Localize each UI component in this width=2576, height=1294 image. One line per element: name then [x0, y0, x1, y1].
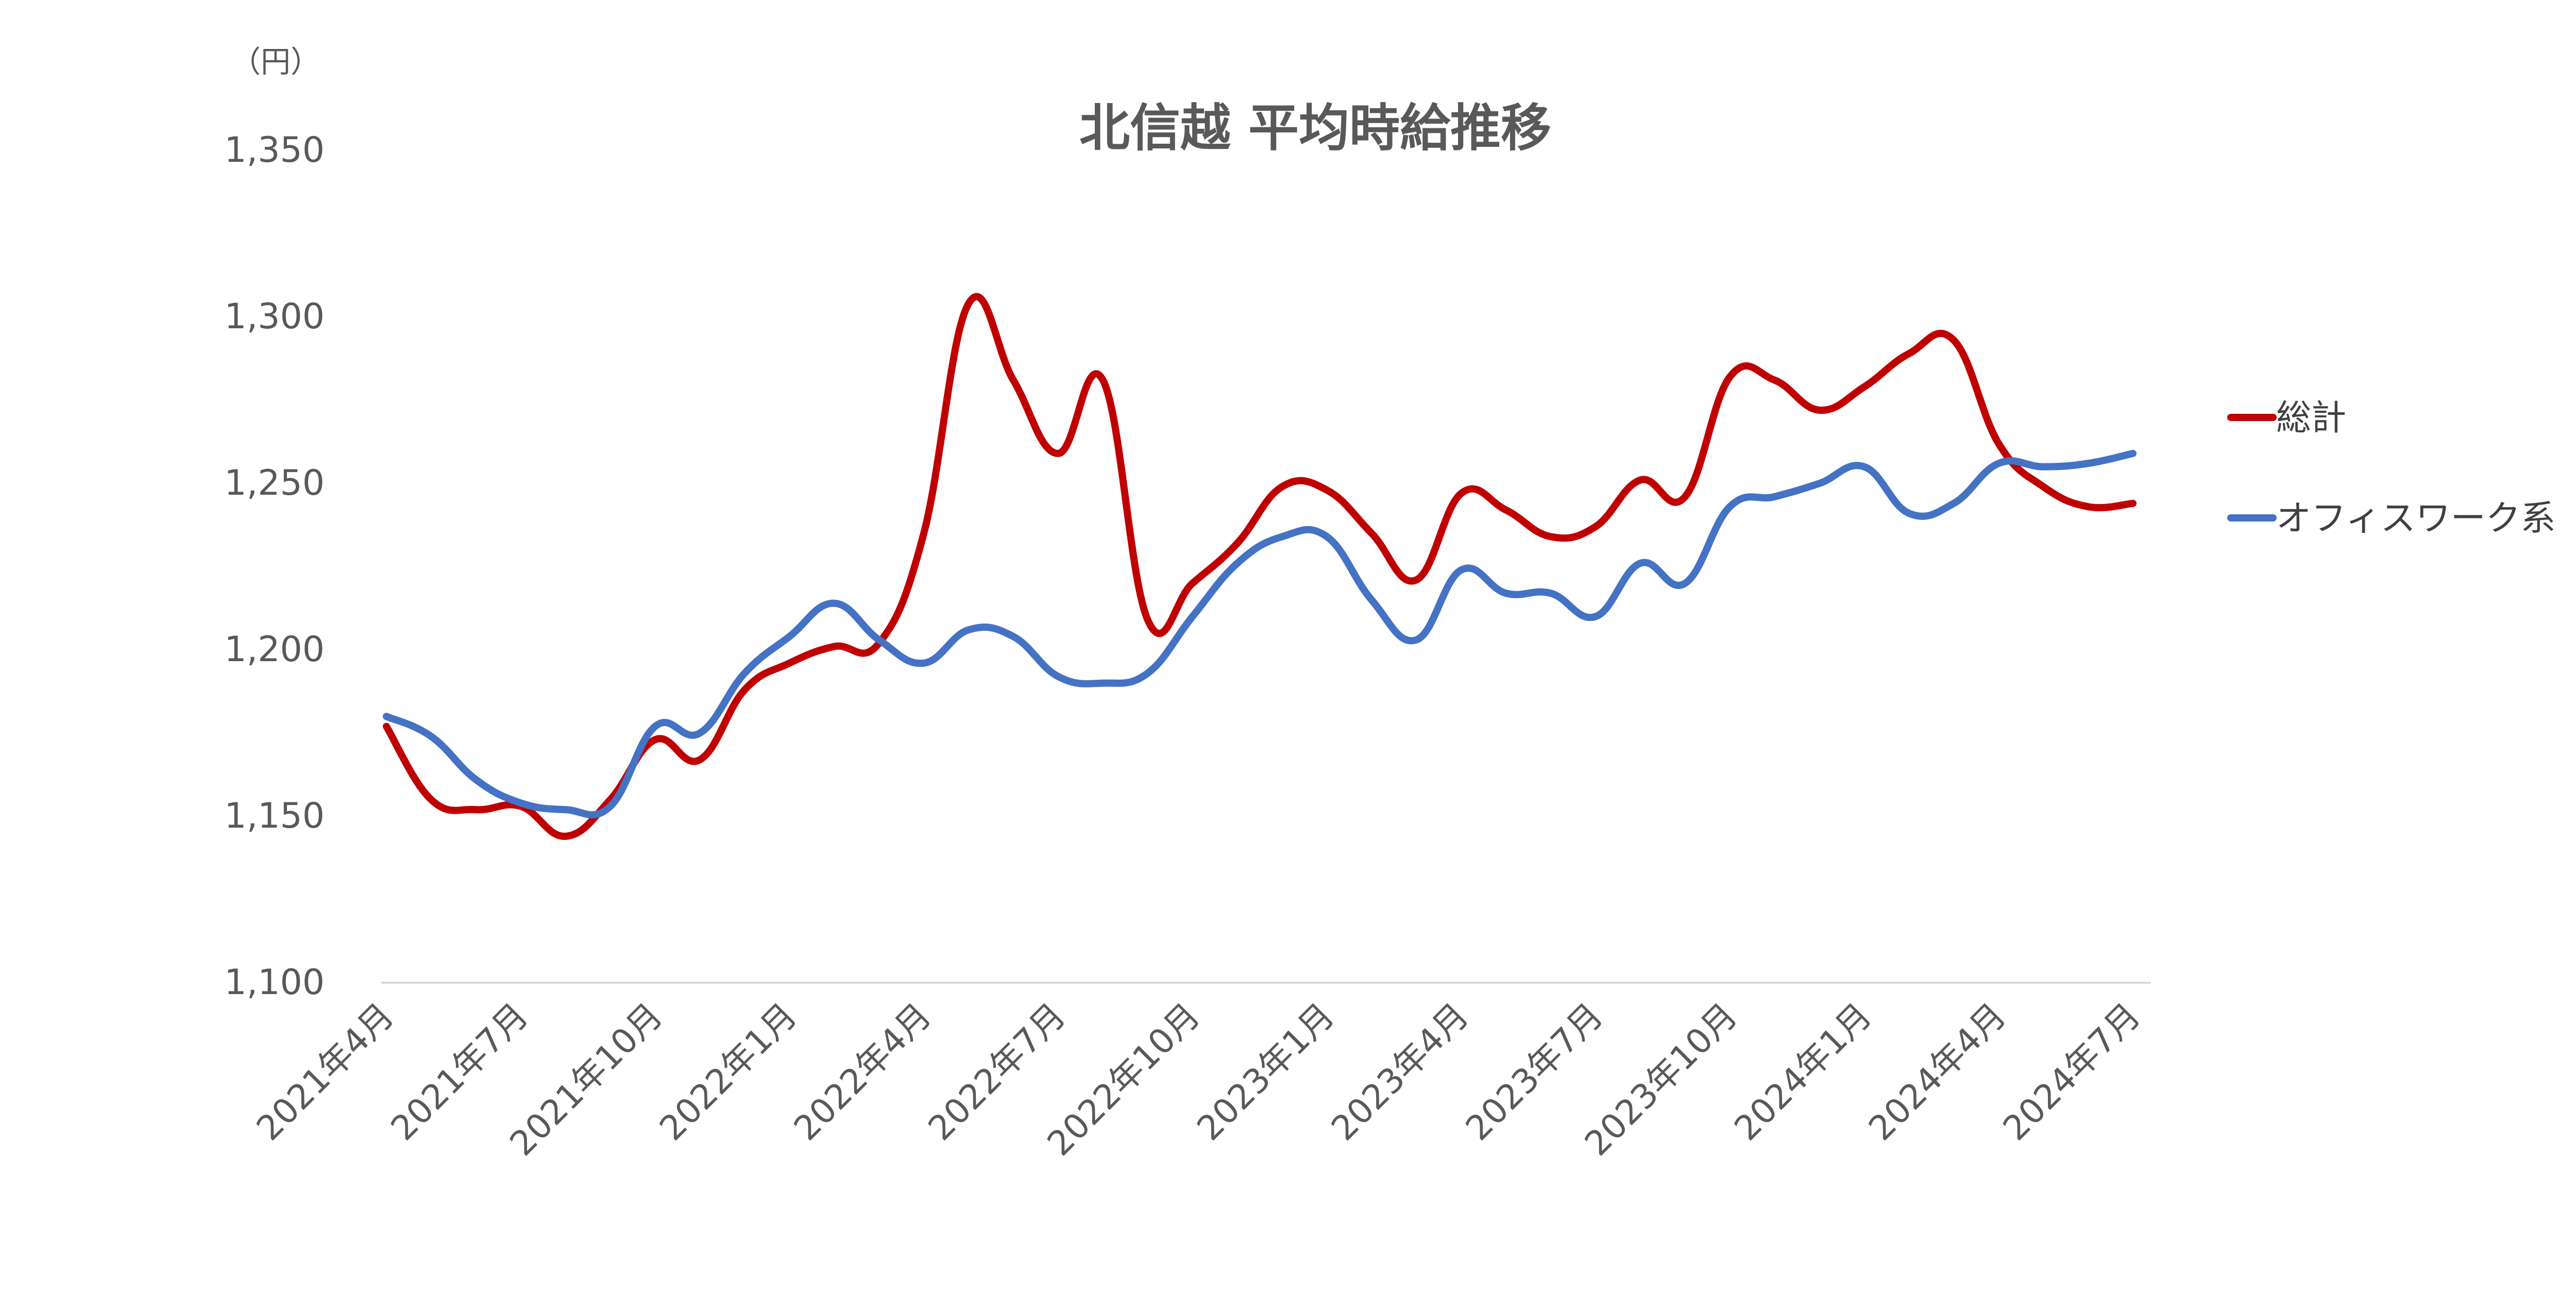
series-line-1	[383, 449, 2137, 819]
y-unit-label: （円）	[231, 44, 320, 79]
series-line-0	[383, 293, 2137, 840]
legend-label: オフィスワーク系	[2276, 498, 2556, 539]
y-axis-ticks: 1,100 1,150 1,200 1,250 1,300 1,350	[224, 130, 325, 1003]
y-tick-label: 1,100	[224, 962, 325, 1003]
plot-series	[383, 293, 2137, 840]
y-tick-label: 1,150	[224, 796, 325, 836]
legend-label: 総計	[2276, 398, 2346, 439]
y-tick-label: 1,250	[224, 463, 325, 503]
chart-title: 北信越 平均時給推移	[1079, 99, 1551, 158]
y-tick-label: 1,200	[224, 629, 325, 670]
y-tick-label: 1,300	[224, 296, 325, 337]
y-tick-label: 1,350	[224, 130, 325, 171]
